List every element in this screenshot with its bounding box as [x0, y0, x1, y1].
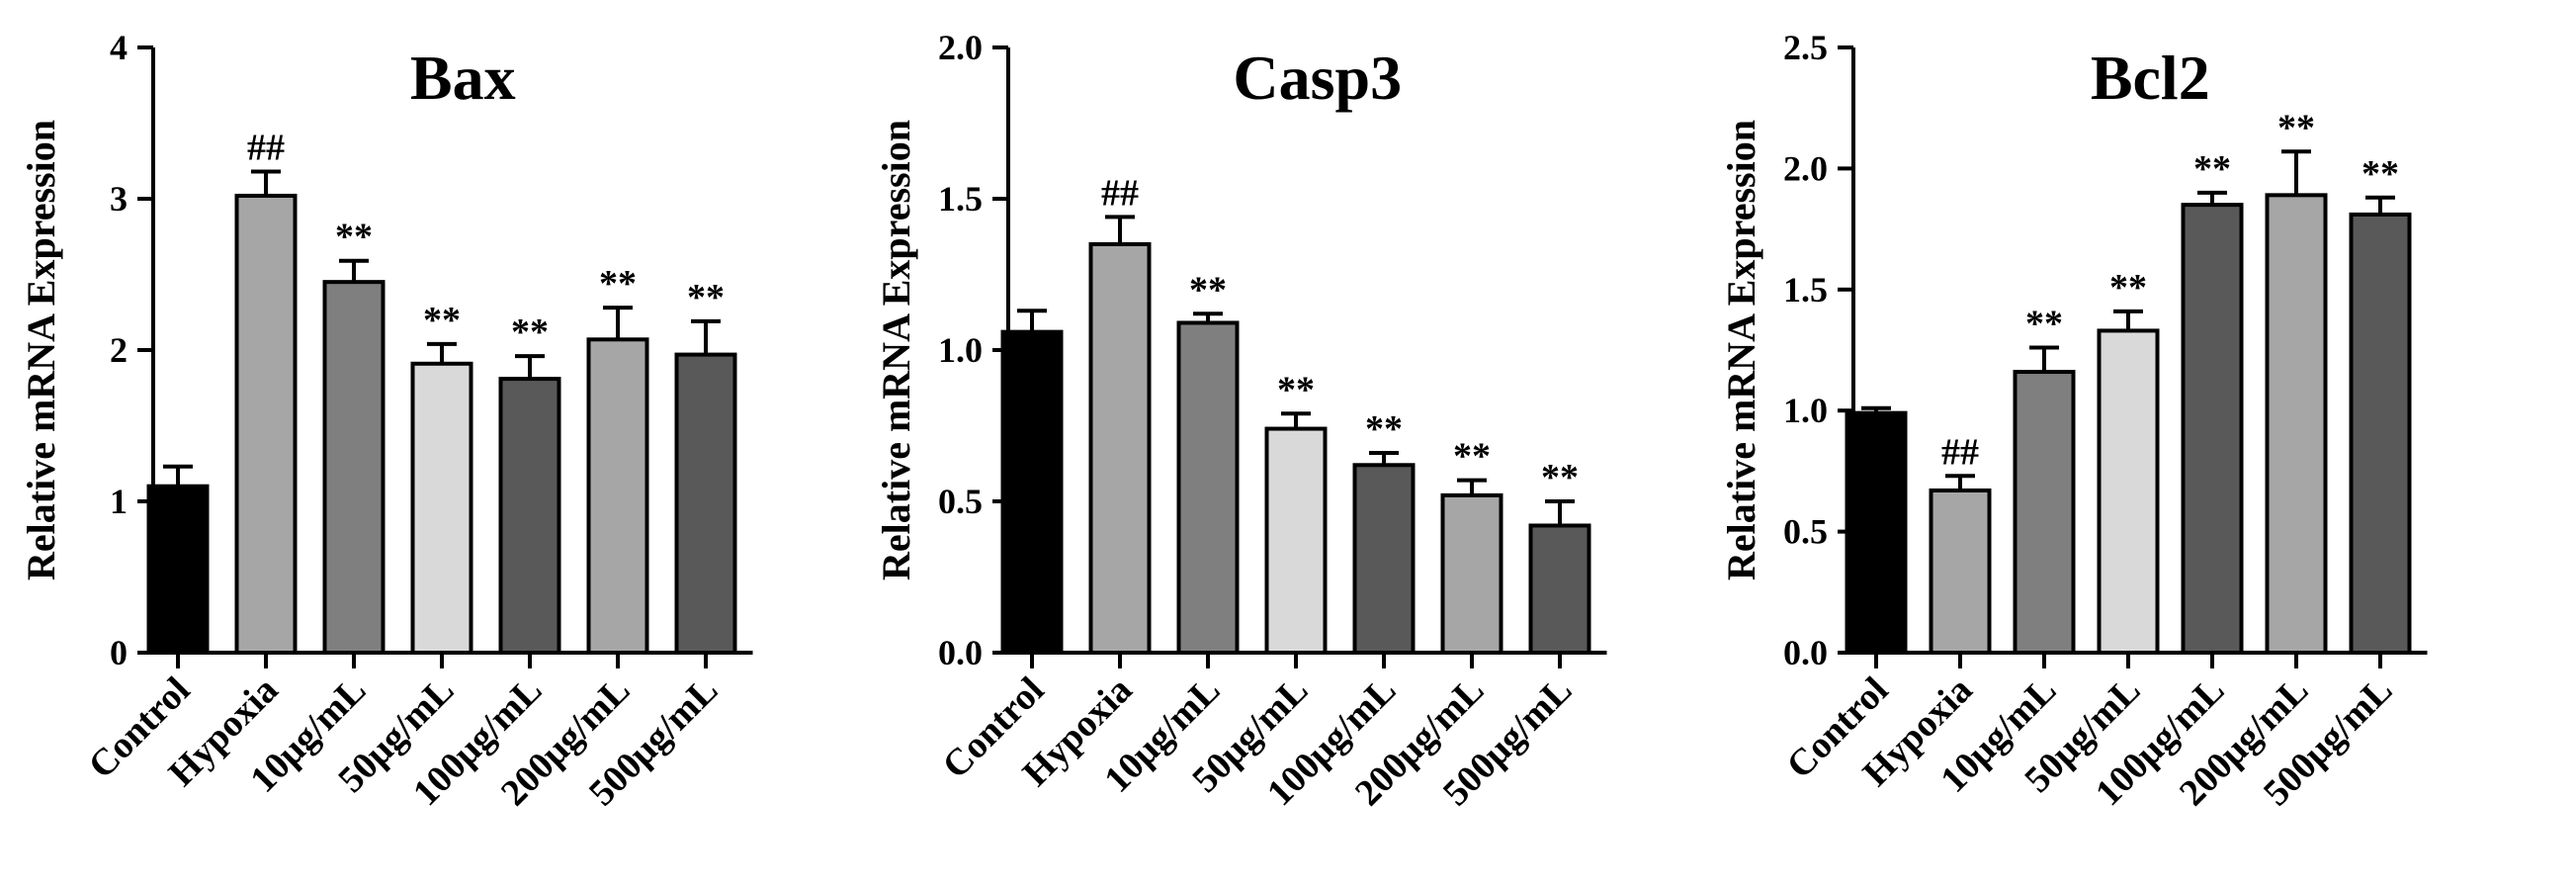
bar [2097, 328, 2160, 655]
y-axis-label: Relative mRNA Expression [19, 120, 63, 580]
bar [1440, 492, 1503, 655]
y-tick-label: 0.5 [938, 482, 983, 521]
bar [1088, 241, 1152, 655]
significance-label: ## [247, 127, 285, 168]
y-tick-label: 2.5 [1783, 28, 1828, 67]
y-tick-label: 1.0 [938, 330, 983, 370]
y-tick-label: 4 [110, 28, 128, 67]
significance-label: ** [335, 217, 373, 258]
chart-title: Bax [410, 43, 516, 113]
y-tick-label: 3 [110, 179, 128, 219]
bar [2181, 203, 2244, 655]
bar [1845, 410, 1908, 656]
y-tick-label: 0.0 [938, 633, 983, 672]
y-tick-label: 2 [110, 330, 128, 370]
y-tick-label: 1.0 [1783, 391, 1828, 430]
bar [1528, 523, 1591, 655]
bar [146, 484, 210, 656]
significance-label: ** [1541, 457, 1579, 498]
bar [674, 352, 737, 655]
significance-label: ## [1941, 431, 1979, 473]
significance-label: ** [2361, 153, 2399, 195]
bar [1352, 463, 1416, 655]
bar [2265, 193, 2328, 655]
significance-label: ** [423, 300, 461, 341]
chart-title: Bcl2 [2091, 43, 2210, 113]
y-axis-label: Relative mRNA Expression [874, 120, 918, 580]
y-tick-label: 1.5 [1783, 270, 1828, 310]
significance-label: ** [2109, 267, 2147, 309]
significance-label: ** [2193, 148, 2231, 190]
significance-label: ## [1101, 172, 1139, 214]
significance-label: ** [511, 311, 549, 353]
bar [234, 193, 298, 655]
bar [1929, 488, 1992, 656]
significance-label: ** [687, 277, 725, 318]
significance-label: ** [1189, 269, 1227, 311]
y-tick-label: 0 [110, 633, 128, 672]
bar [410, 361, 473, 655]
bar [322, 280, 386, 655]
bar [1000, 329, 1064, 655]
significance-label: ** [599, 263, 637, 305]
y-tick-label: 2.0 [1783, 148, 1828, 188]
significance-label: ** [2277, 107, 2315, 148]
y-tick-label: 0.5 [1783, 512, 1828, 552]
bar [1176, 320, 1240, 655]
y-tick-label: 0.0 [1783, 633, 1828, 672]
bar [2013, 370, 2076, 655]
bar [586, 337, 649, 655]
chart-title: Casp3 [1233, 43, 1402, 113]
significance-label: ** [1453, 436, 1491, 478]
bar [1264, 426, 1328, 655]
y-tick-label: 2.0 [938, 28, 983, 67]
bar [2349, 212, 2412, 656]
y-tick-label: 1.5 [938, 179, 983, 219]
y-axis-label: Relative mRNA Expression [1719, 120, 1763, 580]
bar [498, 377, 561, 655]
significance-label: ** [2025, 304, 2063, 345]
significance-label: ** [1277, 369, 1315, 410]
y-tick-label: 1 [110, 482, 128, 521]
significance-label: ** [1365, 408, 1403, 450]
